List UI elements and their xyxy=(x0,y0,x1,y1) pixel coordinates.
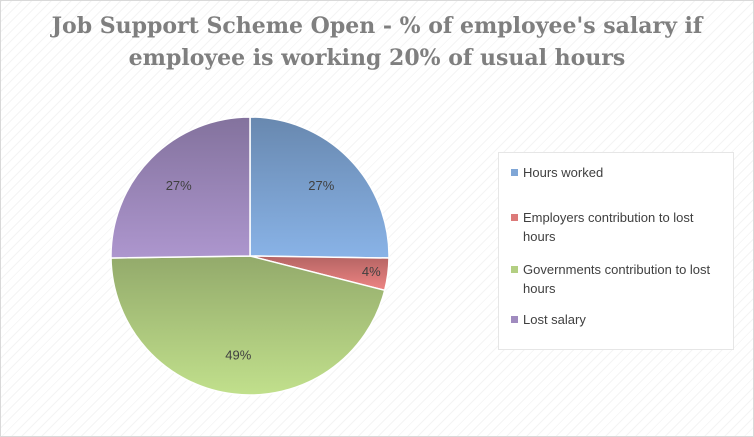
chart-title-line-2: employee is working 20% of usual hours xyxy=(128,45,626,71)
pie-slice-governments-contribution xyxy=(110,255,386,396)
legend-swatch-employers-contribution xyxy=(511,214,518,221)
data-label-employers-contribution: 4% xyxy=(362,264,381,279)
legend-label-employers-contribution: Employers contribution to lost hours xyxy=(523,210,694,244)
data-label-lost-salary: 27% xyxy=(166,178,192,193)
legend-label-hours-worked: Hours worked xyxy=(523,165,604,180)
legend-item-lost-salary: Lost salary xyxy=(511,310,723,329)
pie-slice-hours-worked xyxy=(249,116,390,259)
chart-title: Job Support Scheme Open - % of employee'… xyxy=(0,10,754,74)
chart-title-line-1: Job Support Scheme Open - % of employee'… xyxy=(51,13,703,39)
legend-item-governments-contribution: Governments contribution to lost hours xyxy=(511,260,723,298)
data-label-governments-contribution: 49% xyxy=(225,347,251,362)
legend-item-hours-worked: Hours worked xyxy=(511,163,723,182)
legend-item-employers-contribution: Employers contribution to lost hours xyxy=(511,208,723,246)
legend-swatch-hours-worked xyxy=(511,169,518,176)
legend: Hours worked Employers contribution to l… xyxy=(498,152,734,350)
legend-swatch-governments-contribution xyxy=(511,266,518,273)
legend-swatch-lost-salary xyxy=(511,316,518,323)
pie-slice-lost-salary xyxy=(110,116,251,259)
data-label-hours-worked: 27% xyxy=(308,178,334,193)
legend-label-governments-contribution: Governments contribution to lost hours xyxy=(523,262,711,296)
legend-label-lost-salary: Lost salary xyxy=(523,312,586,327)
